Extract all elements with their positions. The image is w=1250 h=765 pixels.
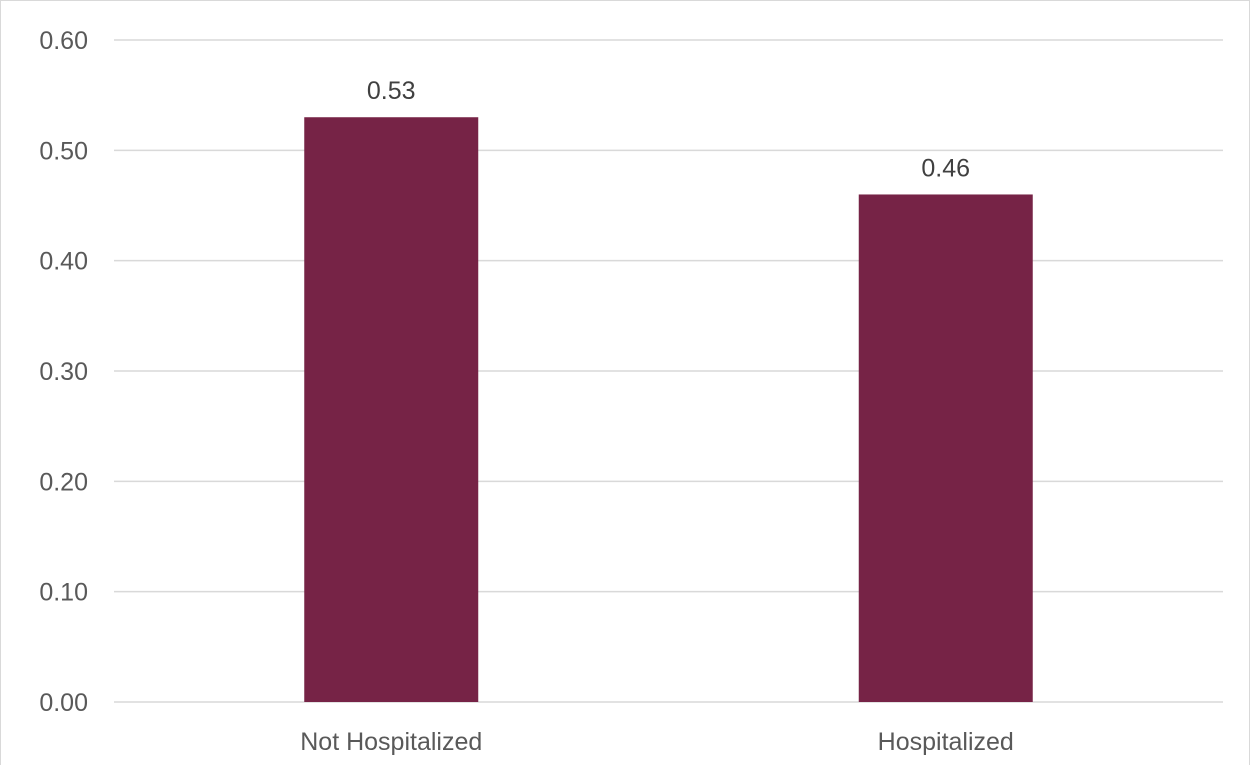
y-tick-label: 0.10	[39, 579, 88, 607]
y-tick-label: 0.20	[39, 468, 88, 496]
bars	[304, 117, 1033, 702]
y-tick-label: 0.40	[39, 248, 88, 276]
bar-not-hospitalized	[304, 117, 479, 702]
y-tick-label: 0.60	[39, 27, 88, 55]
x-axis-tick-labels: Not Hospitalized Hospitalized	[300, 728, 1014, 756]
x-tick-label: Not Hospitalized	[300, 728, 482, 756]
bar-hospitalized	[858, 194, 1033, 702]
y-tick-label: 0.00	[39, 689, 88, 717]
data-labels: 0.53 0.46	[367, 77, 970, 182]
x-tick-label: Hospitalized	[878, 728, 1014, 756]
y-tick-label: 0.50	[39, 137, 88, 165]
gridlines	[114, 39, 1223, 703]
data-label: 0.46	[921, 154, 970, 182]
y-axis-tick-labels: 0.00 0.10 0.20 0.30 0.40 0.50 0.60	[39, 27, 88, 717]
data-label: 0.53	[367, 77, 416, 105]
y-tick-label: 0.30	[39, 358, 88, 386]
